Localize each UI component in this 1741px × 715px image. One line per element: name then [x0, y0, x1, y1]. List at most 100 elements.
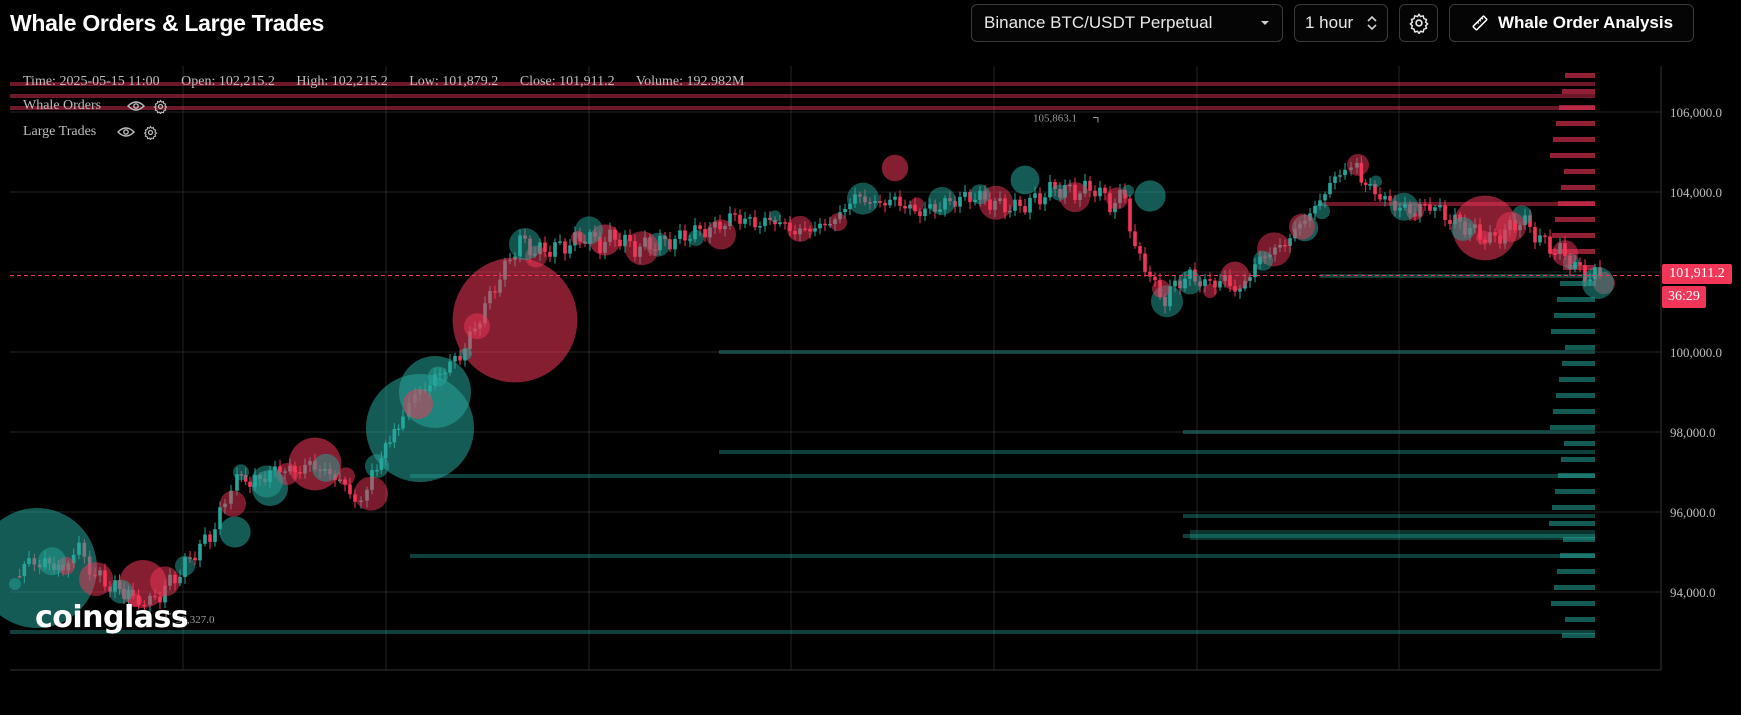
- candle-body: [1328, 183, 1332, 195]
- settings-button[interactable]: [1399, 4, 1438, 42]
- candle-body: [1148, 271, 1152, 277]
- large-trade-bubble: [509, 228, 541, 261]
- large-trade-bubble: [175, 555, 195, 576]
- candle-body: [823, 223, 827, 226]
- large-trade-bubble: [251, 465, 283, 498]
- large-trade-bubble: [337, 467, 355, 486]
- candle-body: [898, 196, 902, 206]
- candle-body: [703, 229, 707, 238]
- large-trade-bubble: [881, 154, 909, 182]
- large-trade-bubble: [365, 454, 389, 479]
- candle-body: [1383, 196, 1387, 200]
- y-tick-label: 100,000.0: [1670, 345, 1722, 360]
- candle-body: [453, 356, 457, 362]
- eye-icon[interactable]: [127, 100, 145, 112]
- large-trade-bubble: [312, 453, 340, 482]
- depth-bar: [1561, 457, 1595, 462]
- candle-body: [1578, 262, 1582, 266]
- candle-body: [968, 192, 972, 203]
- candle-body: [1318, 200, 1322, 206]
- price-chart[interactable]: 94,000.096,000.098,000.0100,000.0102,000…: [0, 60, 1741, 675]
- candle-body: [1583, 265, 1587, 282]
- large-trade-bubble: [1010, 165, 1040, 195]
- candle-body: [1018, 199, 1022, 207]
- candle-body: [778, 222, 782, 225]
- large-trade-bubble: [1106, 187, 1128, 210]
- candle-body: [1448, 219, 1452, 224]
- gear-icon[interactable]: [153, 99, 168, 114]
- interval-select[interactable]: 1 hour: [1294, 4, 1388, 42]
- candle-body: [1338, 175, 1342, 177]
- large-trade-bubble: [464, 313, 490, 340]
- depth-bar: [1559, 105, 1595, 110]
- candle-body: [698, 225, 702, 230]
- depth-bar: [1560, 281, 1595, 286]
- large-trade-bubble: [847, 182, 879, 215]
- candle-body: [235, 474, 239, 491]
- candle-body: [1343, 169, 1347, 176]
- depth-bar: [1550, 153, 1595, 158]
- whale-order-analysis-button[interactable]: Whale Order Analysis: [1449, 4, 1694, 42]
- candle-body: [958, 196, 962, 207]
- candle-body: [1443, 205, 1447, 220]
- depth-bar: [1561, 185, 1595, 190]
- candle-body: [1138, 246, 1142, 254]
- large-trade-bubble: [460, 347, 472, 360]
- y-tick-label: 106,000.0: [1670, 105, 1722, 120]
- candle-body: [1208, 279, 1212, 281]
- depth-bar: [1551, 601, 1595, 606]
- low-annotation-pointer: [165, 613, 171, 619]
- candle-body: [738, 214, 742, 224]
- ohlc-time: Time: 2025-05-15 11:00: [23, 74, 160, 89]
- candle-body: [1538, 235, 1542, 243]
- ohlc-open: Open: 102,215.2: [181, 74, 275, 89]
- grid: [10, 66, 1662, 671]
- candle-body: [1548, 236, 1552, 254]
- exchange-select[interactable]: Binance BTC/USDT Perpetual: [971, 4, 1283, 42]
- y-tick-label: 96,000.0: [1670, 505, 1716, 520]
- whale-order-bar: [10, 106, 1595, 110]
- candle-body: [733, 213, 737, 215]
- page-title: Whale Orders & Large Trades: [10, 10, 325, 36]
- last-price-tag: 101,911.2: [1662, 264, 1732, 284]
- candle-body: [1288, 238, 1292, 247]
- candle-body: [748, 217, 752, 219]
- candle-body: [1093, 190, 1097, 197]
- large-trades-layer: [0, 153, 1615, 628]
- candle-body: [193, 557, 197, 561]
- whale-order-bar: [10, 82, 1595, 86]
- large-trade-bubble: [769, 210, 781, 223]
- candle-body: [1023, 206, 1027, 213]
- eye-icon[interactable]: [117, 126, 135, 138]
- candle-body: [1028, 197, 1032, 213]
- depth-bar: [1562, 633, 1595, 638]
- candle-body: [673, 238, 677, 250]
- ohlc-high: High: 102,215.2: [296, 74, 388, 89]
- depth-bar: [1553, 137, 1595, 142]
- large-trade-bubble: [970, 184, 990, 205]
- candle-body: [563, 241, 567, 254]
- layer-large-trades: Large Trades: [23, 122, 762, 142]
- y-tick-label: 98,000.0: [1670, 425, 1716, 440]
- large-trade-bubble: [219, 516, 251, 548]
- candle-body: [1333, 176, 1337, 184]
- large-trade-bubble: [354, 476, 388, 511]
- large-trade-bubble: [1582, 266, 1614, 299]
- candle-body: [883, 202, 887, 206]
- candle-body: [878, 201, 882, 203]
- gear-icon[interactable]: [143, 125, 158, 140]
- candle-body: [728, 213, 732, 227]
- large-trade-bubble: [706, 219, 736, 250]
- candle-body: [1143, 253, 1147, 272]
- candle-body: [1088, 180, 1092, 191]
- candle-body: [1038, 193, 1042, 205]
- candle-body: [458, 356, 462, 361]
- large-trade-bubble: [1390, 192, 1418, 221]
- large-trade-bubble: [109, 579, 133, 604]
- candle-body: [1013, 199, 1017, 211]
- candle-body: [1388, 196, 1392, 201]
- depth-bar: [1555, 489, 1595, 494]
- whale-order-bar: [10, 94, 1595, 98]
- candle-body: [1248, 277, 1252, 281]
- large-trade-bubble: [1347, 153, 1369, 176]
